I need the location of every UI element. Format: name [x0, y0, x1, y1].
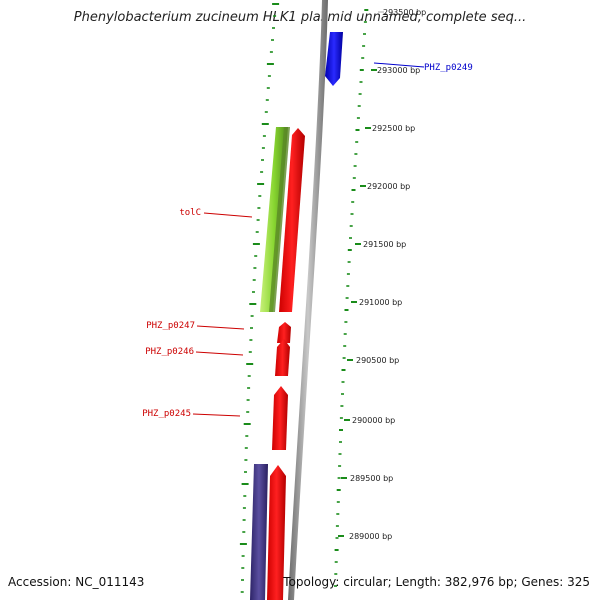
accession-label: Accession: NC_011143: [8, 575, 145, 589]
outer-dotted-ring: [334, 9, 369, 587]
gene-phz-p0245-arrow[interactable]: [272, 386, 288, 450]
scale-tick-label: 293000 bp: [377, 66, 420, 75]
gene-label-phz-p0246[interactable]: PHZ_p0246: [145, 347, 194, 357]
scale-tick-label: 291500 bp: [363, 240, 406, 249]
scale-tick-label: 291000 bp: [359, 298, 402, 307]
gene-label-phz-p0249[interactable]: PHZ_p0249: [424, 63, 473, 73]
topology-summary: Topology: circular; Length: 382,976 bp; …: [283, 575, 590, 589]
gene-phz-p0246-arrow[interactable]: [275, 339, 290, 376]
bp-scale: 293500 bp 293000 bp 292500 bp 292000 bp …: [338, 8, 426, 541]
scale-tick-label: 290500 bp: [356, 356, 399, 365]
gene-phz-p0247-arrow[interactable]: [277, 322, 291, 343]
gene-bottom-red-arrow[interactable]: [267, 465, 286, 600]
scale-tick-label: 289000 bp: [349, 532, 392, 541]
gene-tolc-green-shadow: [269, 127, 290, 312]
scale-tick-label: 293500 bp: [383, 8, 426, 17]
gene-label-phz-p0245[interactable]: PHZ_p0245: [142, 409, 191, 419]
phz-p0245-leader-line: [192, 413, 241, 417]
scale-tick-label: 289500 bp: [350, 474, 393, 483]
phz-p0247-leader-line: [196, 325, 245, 330]
gene-tolc-arrow[interactable]: [279, 128, 305, 312]
gene-slate-feature[interactable]: [250, 464, 268, 600]
tolc-leader-line: [203, 212, 253, 218]
scale-tick-label: 292000 bp: [367, 182, 410, 191]
scale-tick-label: 292500 bp: [372, 124, 415, 133]
map-title: Phenylobacterium zucineum HLK1 plasmid u…: [73, 10, 527, 25]
gene-label-phz-p0247[interactable]: PHZ_p0247: [146, 321, 195, 331]
scale-tick-label: 290000 bp: [352, 416, 395, 425]
sequence-backbone: [288, 0, 328, 600]
gene-phz-p0249-arrow[interactable]: [325, 32, 343, 86]
inner-dotted-ring: [239, 3, 280, 593]
phz-p0249-leader-line: [373, 62, 425, 68]
phz-p0246-leader-line: [195, 351, 244, 356]
gene-label-tolc[interactable]: tolC: [179, 208, 201, 218]
